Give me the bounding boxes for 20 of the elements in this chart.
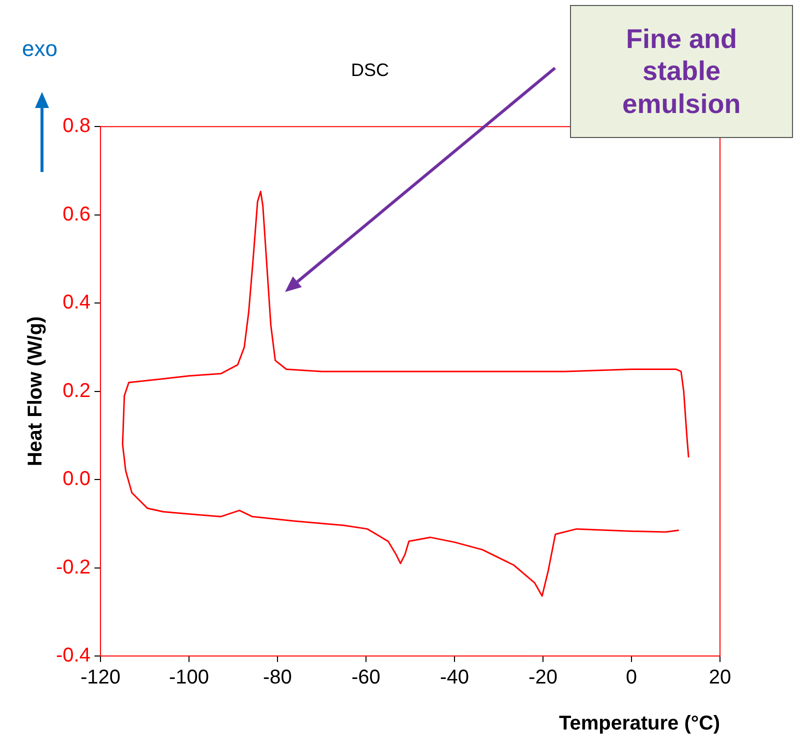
chart-title: DSC <box>350 60 390 80</box>
y-axis-title: Heat Flow (W/g) <box>24 316 47 466</box>
y-tick-label: 0.0 <box>62 468 90 490</box>
x-axis-title: Temperature (°C) <box>559 712 720 735</box>
y-tick-label: 0.8 <box>62 115 90 138</box>
x-tick-label: -60 <box>352 666 380 689</box>
y-tick-label: 0.6 <box>62 203 90 226</box>
text: exo <box>22 36 58 62</box>
callout-box: Fine and stable emulsion <box>570 5 793 138</box>
x-tick-label: -100 <box>168 666 209 689</box>
x-tick-label: -40 <box>440 666 469 689</box>
x-tick-label: -20 <box>528 666 558 689</box>
y-tick-label: -0.2 <box>56 556 90 578</box>
y-tick-label: 0.4 <box>62 292 90 314</box>
y-tick-label: 0.2 <box>62 380 90 402</box>
x-tick-label: 20 <box>708 666 732 689</box>
y-tick-label: -0.4 <box>56 644 90 667</box>
x-tick-label: -120 <box>80 666 120 689</box>
x-tick-label: 0 <box>626 666 638 689</box>
x-tick-label: -80 <box>263 666 292 689</box>
